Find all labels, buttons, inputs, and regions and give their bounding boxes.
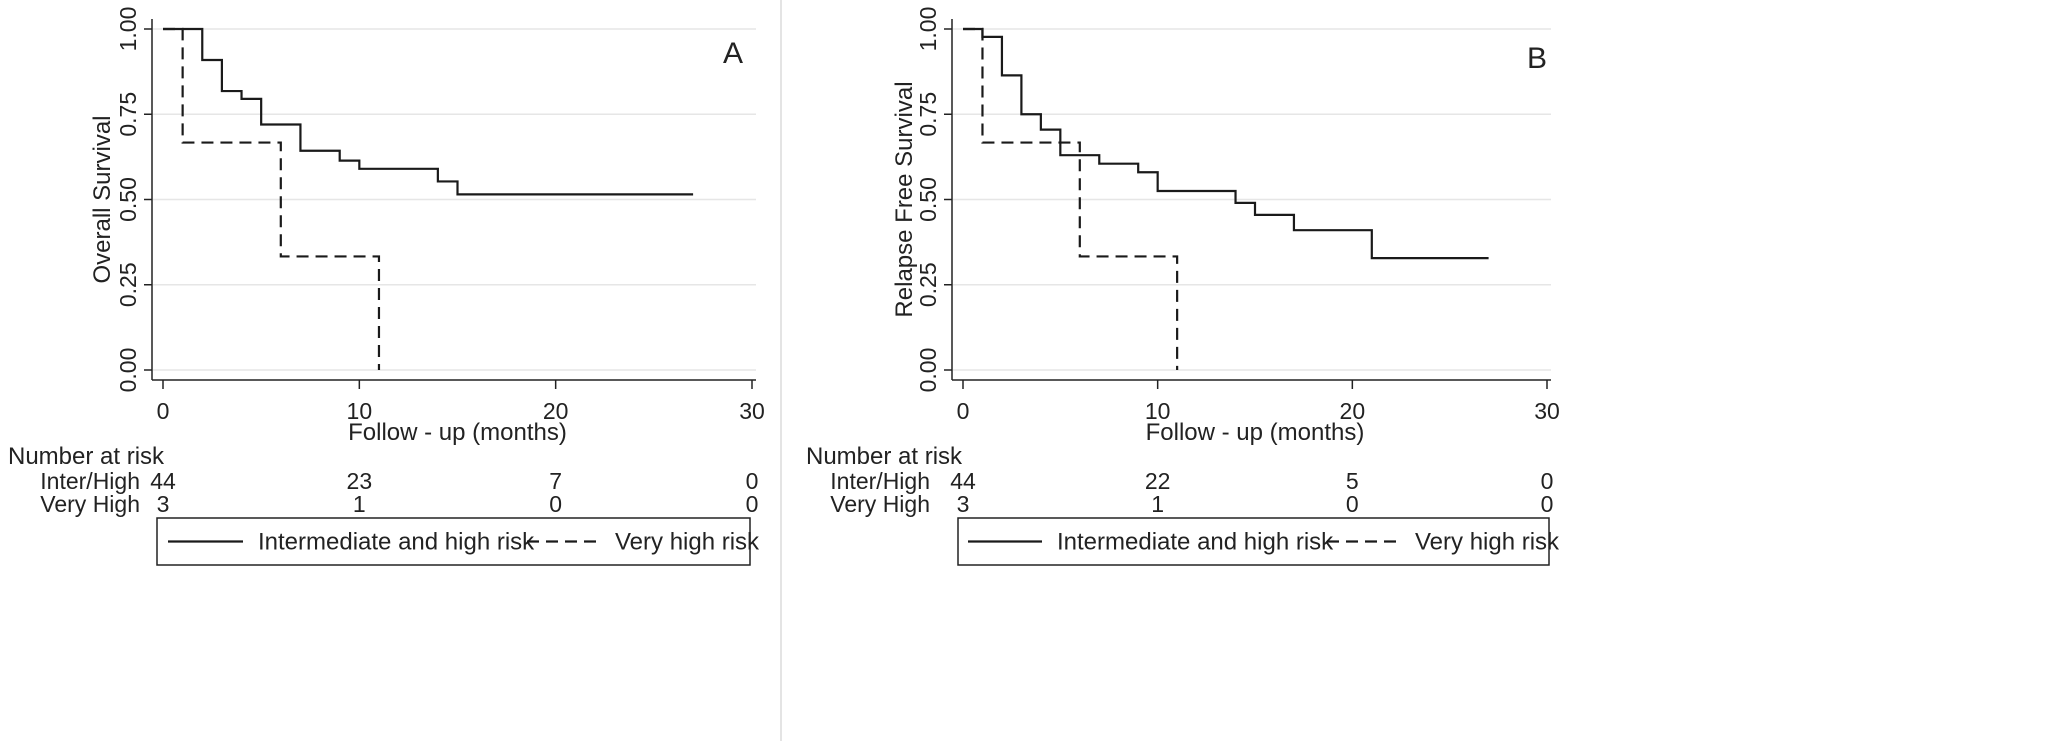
legend-box xyxy=(957,517,1550,566)
x-axis-title: Follow - up (months) xyxy=(348,419,567,446)
y-tick-label: 0.50 xyxy=(115,177,141,222)
y-tick-label: 0.00 xyxy=(915,348,941,393)
x-tick-label: 30 xyxy=(1534,398,1560,424)
y-tick-label: 0.75 xyxy=(115,92,141,137)
risk-count: 0 xyxy=(1541,491,1554,517)
x-tick-label: 30 xyxy=(739,398,765,424)
risk-count: 7 xyxy=(549,468,562,494)
x-tick-label: 0 xyxy=(957,398,970,424)
panel-letter: B xyxy=(1527,42,1547,75)
risk-count: 1 xyxy=(1151,491,1164,517)
km-curve-intermediate-high-risk xyxy=(163,27,694,196)
risk-row-label: Very High xyxy=(830,491,930,517)
x-axis-title: Follow - up (months) xyxy=(1146,419,1365,446)
y-tick-label: 0.25 xyxy=(915,262,941,307)
legend-label-intermediate-high-risk: Intermediate and high risk xyxy=(1057,529,1334,556)
y-tick-label: 0.00 xyxy=(115,348,141,393)
x-tick-label: 20 xyxy=(543,398,569,424)
risk-table-title: Number at risk xyxy=(806,443,963,470)
km-curve-very-high-risk xyxy=(163,27,381,370)
risk-table-title: Number at risk xyxy=(8,443,165,470)
x-tick-label: 0 xyxy=(157,398,170,424)
risk-row-label: Very High xyxy=(40,491,140,517)
y-tick-label: 1.00 xyxy=(115,7,141,52)
km-curve-intermediate-high-risk xyxy=(963,27,1489,260)
risk-count: 0 xyxy=(549,491,562,517)
x-tick-label: 20 xyxy=(1340,398,1366,424)
x-tick-label: 10 xyxy=(347,398,373,424)
y-tick-label: 0.50 xyxy=(915,177,941,222)
risk-count: 0 xyxy=(746,468,759,494)
y-tick-label: 0.25 xyxy=(115,262,141,307)
risk-count: 44 xyxy=(950,468,976,494)
risk-count: 3 xyxy=(157,491,170,517)
km-curve-very-high-risk xyxy=(963,27,1179,370)
risk-row-label: Inter/High xyxy=(830,468,930,494)
risk-count: 5 xyxy=(1346,468,1359,494)
risk-count: 1 xyxy=(353,491,366,517)
risk-count: 0 xyxy=(1541,468,1554,494)
x-tick-label: 10 xyxy=(1145,398,1171,424)
legend-label-very-high-risk: Very high risk xyxy=(1415,529,1560,556)
y-axis-title: Relapse Free Survival xyxy=(891,81,918,317)
y-tick-label: 0.75 xyxy=(915,92,941,137)
y-tick-label: 1.00 xyxy=(915,7,941,52)
risk-count: 3 xyxy=(957,491,970,517)
panel-letter: A xyxy=(723,37,743,70)
legend-label-intermediate-high-risk: Intermediate and high risk xyxy=(258,529,535,556)
risk-count: 0 xyxy=(1346,491,1359,517)
risk-count: 23 xyxy=(347,468,373,494)
legend-box xyxy=(156,517,751,566)
y-axis-title: Overall Survival xyxy=(89,115,116,283)
legend-label-very-high-risk: Very high risk xyxy=(615,529,760,556)
risk-count: 44 xyxy=(150,468,176,494)
risk-count: 22 xyxy=(1145,468,1171,494)
risk-row-label: Inter/High xyxy=(40,468,140,494)
risk-count: 0 xyxy=(746,491,759,517)
